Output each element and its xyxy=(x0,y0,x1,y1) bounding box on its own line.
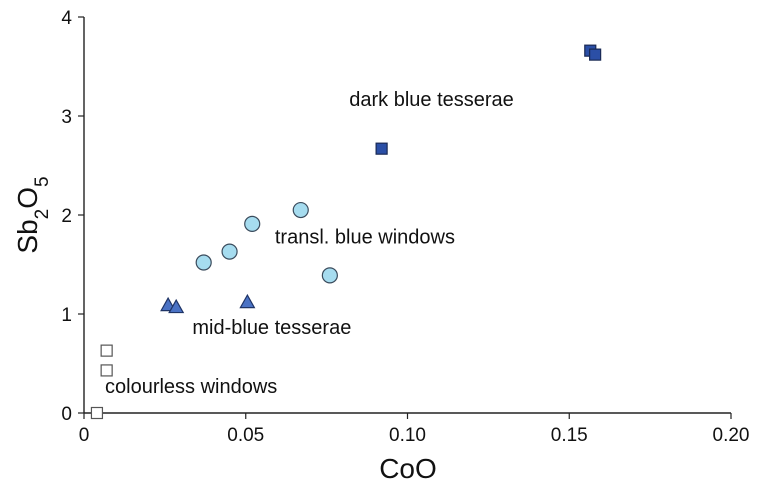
data-point-square xyxy=(100,364,113,377)
series-label: transl. blue windows xyxy=(275,227,455,249)
data-point-circle xyxy=(321,267,338,284)
axes xyxy=(83,17,731,414)
y-tick-label: 2 xyxy=(61,206,72,227)
x-tick-label: 0.10 xyxy=(389,425,426,446)
x-axis-title: CoO xyxy=(379,453,437,484)
tick-labels: 0 0.05 0.10 0.15 0.20 0 1 2 3 4 xyxy=(61,8,749,446)
y-tick-label: 3 xyxy=(61,107,72,128)
y-axis-title-sub1: 2 xyxy=(32,209,53,220)
data-point-circle xyxy=(195,254,212,271)
x-tick-label: 0.05 xyxy=(227,425,264,446)
y-tick-label: 1 xyxy=(61,305,72,326)
x-tick-label: 0.20 xyxy=(713,425,750,446)
data-point-circle xyxy=(221,243,238,260)
series-label: mid-blue tesserae xyxy=(192,317,351,339)
data-points xyxy=(90,44,602,420)
series-label: colourless windows xyxy=(105,376,277,398)
y-axis-title-mid: O xyxy=(12,187,43,209)
data-point-circle xyxy=(244,215,261,233)
y-tick-label: 0 xyxy=(61,404,72,425)
data-point-square xyxy=(90,406,104,420)
x-tick-label: 0.15 xyxy=(551,425,588,446)
y-axis-title-base: Sb xyxy=(12,219,43,253)
y-axis-title-sub2: 5 xyxy=(32,176,53,187)
y-tick-label: 4 xyxy=(61,8,72,29)
data-point-square xyxy=(375,142,388,155)
series-label: dark blue tesserae xyxy=(349,89,514,111)
data-point-triangle xyxy=(239,293,256,309)
data-point-triangle xyxy=(168,298,185,314)
data-point-circle xyxy=(292,201,309,219)
y-axis-title: Sb2O5 xyxy=(12,176,53,253)
data-point-square xyxy=(100,344,113,357)
tick-marks xyxy=(78,16,732,419)
series-labels: dark blue tesserae transl. blue windows mi… xyxy=(105,89,514,398)
x-tick-label: 0 xyxy=(79,425,90,446)
data-point-square xyxy=(589,48,602,61)
